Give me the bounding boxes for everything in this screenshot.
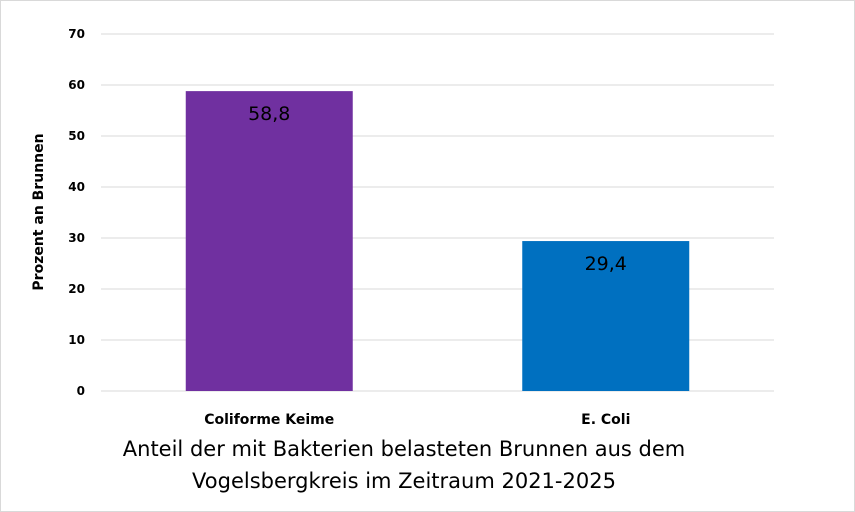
bar-coliforme-keime [185,91,353,392]
y-tick-label: 30 [68,231,85,245]
chart-title-line-1: Anteil der mit Bakterien belasteten Brun… [122,437,686,461]
data-label: 58,8 [248,103,290,125]
y-tick-label: 50 [68,129,85,143]
x-category-label: Coliforme Keime [204,412,334,428]
chart-title: Anteil der mit Bakterien belasteten Brun… [1,433,807,497]
y-tick-label: 10 [68,333,85,347]
y-tick-label: 20 [68,282,85,296]
bar-e-coli [522,241,690,391]
x-category-label: E. Coli [581,412,630,428]
y-axis-title: Prozent an Brunnen [31,133,47,290]
y-tick-label: 40 [68,180,85,194]
chart-title-line-2: Vogelsbergkreis im Zeitraum 2021-2025 [192,469,616,493]
y-tick-label: 60 [68,78,85,92]
y-tick-label: 0 [77,384,85,398]
y-tick-label: 70 [68,27,85,41]
data-label: 29,4 [585,253,627,275]
